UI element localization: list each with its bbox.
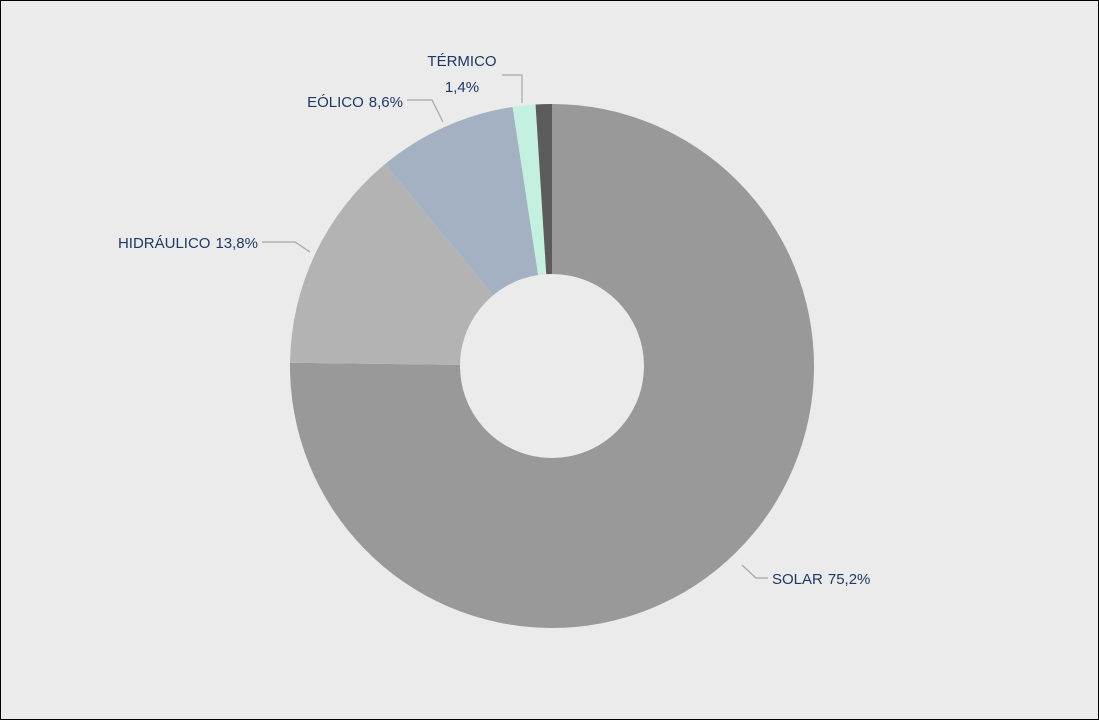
label-value: 13,8% bbox=[215, 235, 258, 252]
label-value: 8,6% bbox=[369, 94, 403, 111]
data-label: TÉRMICO 1,4% bbox=[427, 53, 496, 96]
donut-slice bbox=[512, 104, 547, 276]
label-category: HIDRÁULICO bbox=[118, 235, 211, 252]
leader-line bbox=[741, 564, 768, 579]
data-label: SOLAR 75,2% bbox=[772, 571, 870, 588]
label-value: 75,2% bbox=[828, 571, 871, 588]
donut-slice bbox=[384, 106, 539, 296]
leader-line bbox=[502, 74, 523, 103]
donut-slice bbox=[290, 164, 494, 365]
leader-line bbox=[262, 241, 311, 253]
data-label: EÓLICO 8,6% bbox=[307, 94, 403, 111]
data-label: HIDRÁULICO 13,8% bbox=[118, 235, 258, 252]
leader-line bbox=[407, 99, 444, 123]
label-value: 1,4% bbox=[445, 79, 479, 96]
label-category: EÓLICO bbox=[307, 94, 364, 111]
donut-slice bbox=[290, 104, 815, 628]
label-category: TÉRMICO bbox=[427, 53, 496, 70]
donut-slice bbox=[535, 104, 552, 275]
label-category: SOLAR bbox=[772, 571, 823, 588]
